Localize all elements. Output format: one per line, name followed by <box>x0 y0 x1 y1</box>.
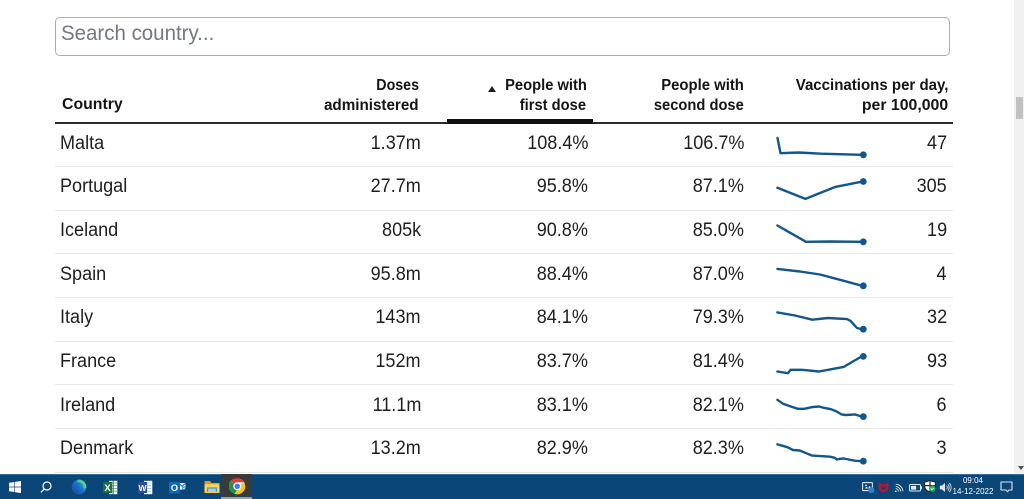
svg-text:X: X <box>104 483 111 494</box>
svg-text:O: O <box>171 483 178 494</box>
svg-text:W: W <box>138 483 147 493</box>
